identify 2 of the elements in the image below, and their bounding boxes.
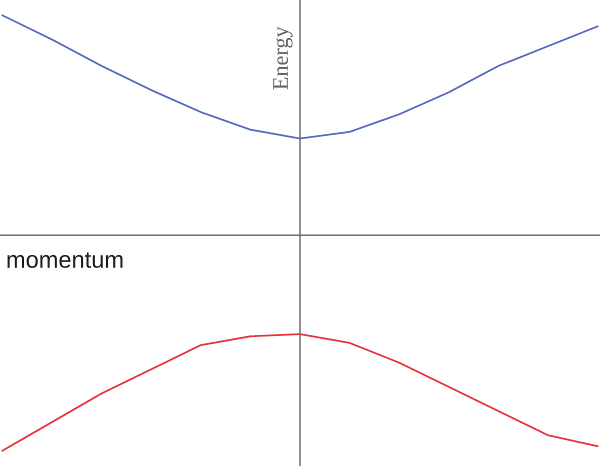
y-axis-title: Energy — [273, 26, 293, 90]
x-axis-title: momentum — [8, 252, 122, 268]
